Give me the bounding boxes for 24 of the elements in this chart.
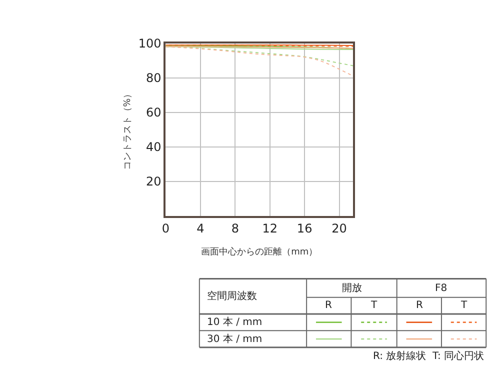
text: 10 本 / mm bbox=[207, 316, 262, 328]
text: 空間周波数 bbox=[207, 290, 257, 302]
y-tick-label: 40 bbox=[146, 140, 162, 154]
x-tick-label: 16 bbox=[296, 221, 312, 236]
y-tick-label: 20 bbox=[146, 174, 162, 189]
text: F8 bbox=[435, 283, 448, 294]
text: T bbox=[460, 300, 468, 311]
x-tick-label: 4 bbox=[196, 221, 204, 236]
x-tick-label: 12 bbox=[262, 221, 278, 236]
text: R bbox=[325, 300, 332, 311]
line-series bbox=[166, 46, 354, 77]
y-tick-label: 100 bbox=[138, 36, 162, 50]
x-tick-label: 0 bbox=[162, 221, 170, 236]
text: T bbox=[370, 300, 378, 311]
text: R: 放射線状 T: 同心円状 bbox=[373, 350, 484, 362]
x-tick-label: 20 bbox=[332, 221, 347, 236]
y-axis-title: コントラスト（%） bbox=[123, 89, 134, 170]
text: R bbox=[416, 300, 423, 311]
text: 30 本 / mm bbox=[207, 333, 262, 345]
text: 開放 bbox=[342, 283, 362, 294]
y-tick-label: 60 bbox=[146, 106, 162, 120]
y-tick-label: 80 bbox=[146, 71, 162, 86]
x-tick-label: 8 bbox=[231, 221, 239, 236]
x-axis-title: 画面中心からの距離（mm） bbox=[201, 246, 318, 258]
